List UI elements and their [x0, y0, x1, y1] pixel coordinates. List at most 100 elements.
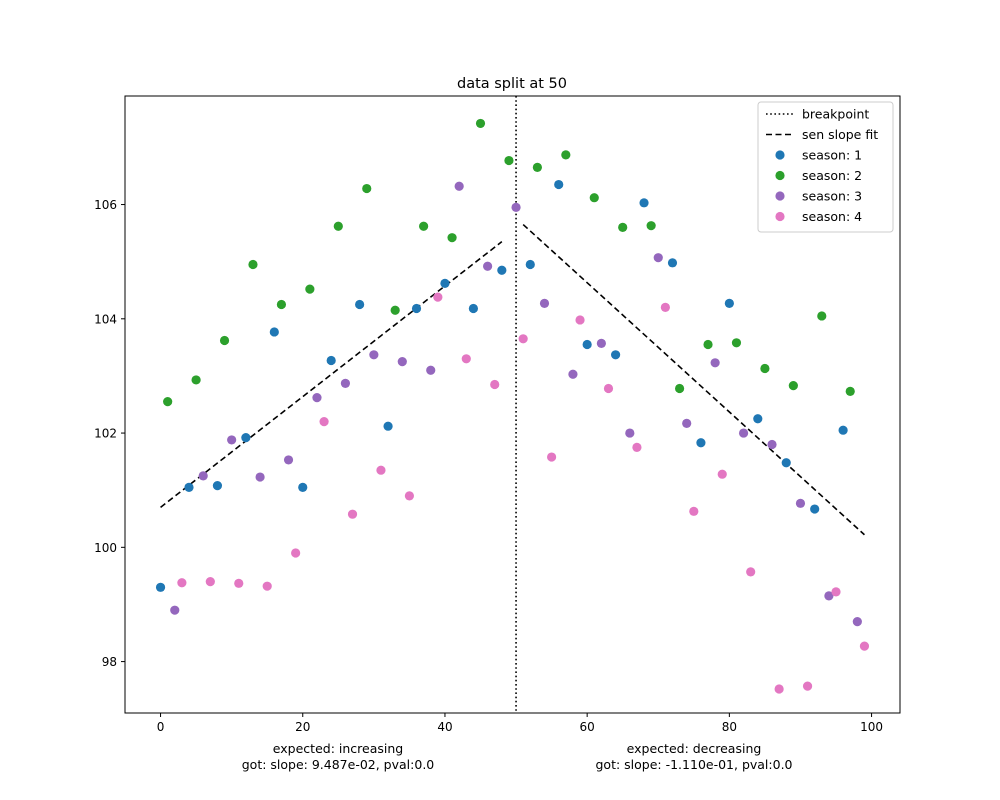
data-point	[283, 455, 294, 465]
data-point	[170, 605, 180, 615]
data-point	[177, 578, 187, 588]
data-point	[667, 258, 678, 268]
data-point	[269, 327, 279, 337]
data-point	[333, 221, 343, 231]
data-point	[475, 118, 486, 129]
legend-dot-swatch	[775, 211, 785, 222]
data-point	[347, 509, 358, 519]
data-point	[824, 591, 834, 601]
data-point	[674, 383, 685, 394]
data-point	[632, 442, 642, 452]
data-point	[603, 383, 614, 394]
data-point	[795, 498, 806, 508]
legend-box	[757, 101, 894, 233]
x-tick-label: 0	[157, 720, 165, 734]
x-tick-label: 100	[860, 720, 883, 734]
data-point	[312, 393, 322, 403]
data-point	[710, 358, 720, 368]
x-tick-label: 20	[295, 720, 310, 734]
data-point	[319, 417, 329, 427]
x-tick-label: 80	[722, 720, 737, 734]
sen-slope-fit-line	[160, 241, 503, 508]
legend-label: season: 4	[802, 209, 862, 224]
y-tick-label: 98	[102, 655, 117, 669]
data-point	[454, 181, 464, 191]
data-point	[582, 339, 592, 350]
data-point	[660, 302, 670, 312]
data-point	[646, 221, 656, 231]
data-point	[774, 684, 784, 694]
data-point	[781, 458, 791, 468]
data-point	[525, 259, 535, 270]
data-point	[618, 222, 628, 232]
data-point	[205, 577, 215, 587]
data-point	[411, 303, 422, 314]
data-point	[198, 471, 208, 481]
data-point	[845, 386, 855, 396]
data-point	[461, 354, 471, 364]
data-point	[838, 425, 848, 435]
data-point	[703, 339, 713, 350]
data-point	[262, 581, 272, 591]
y-tick-label: 106	[94, 198, 117, 212]
data-point	[596, 338, 606, 348]
data-point	[653, 253, 663, 263]
data-point	[746, 567, 756, 577]
data-point	[767, 439, 777, 450]
legend: breakpoint sen slope fit season: 1 season: …	[757, 101, 894, 233]
legend-label: season: 1	[802, 148, 862, 163]
data-point	[219, 335, 230, 346]
data-point	[191, 375, 201, 385]
data-point	[561, 150, 571, 160]
data-point	[155, 582, 166, 592]
data-point	[163, 397, 173, 407]
data-point	[738, 428, 749, 438]
data-point	[404, 491, 415, 501]
annotation-right-line1: expected: decreasing	[626, 741, 762, 756]
annotation-left-line2: got: slope: 9.487e-02, pval:0.0	[241, 757, 435, 772]
data-point	[568, 369, 578, 379]
data-point	[490, 379, 500, 390]
data-point	[731, 338, 742, 348]
data-point	[810, 504, 820, 514]
legend-label: breakpoint	[802, 107, 869, 122]
data-point	[831, 587, 841, 597]
data-point	[305, 284, 315, 294]
data-point	[504, 155, 514, 166]
data-point	[397, 357, 407, 367]
data-point	[852, 616, 862, 627]
data-point	[419, 221, 429, 231]
data-point	[696, 438, 706, 448]
data-point	[547, 452, 557, 462]
data-point	[483, 261, 493, 271]
data-point	[340, 378, 351, 388]
data-point	[276, 299, 287, 310]
annotation-left: expected: increasing got: slope: 9.487e-…	[178, 741, 498, 773]
data-point	[610, 350, 621, 360]
legend-dot-swatch	[775, 170, 785, 181]
data-point	[589, 193, 599, 203]
y-tick-label: 100	[94, 541, 117, 555]
data-point	[532, 162, 542, 173]
data-point	[248, 259, 258, 270]
data-point	[802, 681, 813, 691]
data-point	[760, 363, 770, 374]
plot-area: 0 20 40 60 80 100 98 100 102 104 106	[94, 95, 901, 734]
data-point	[433, 292, 443, 302]
data-point	[539, 298, 550, 308]
y-tick-label: 102	[94, 427, 117, 441]
legend-label: season: 3	[802, 189, 862, 204]
data-point	[753, 414, 763, 424]
data-point	[639, 198, 649, 208]
data-point	[291, 548, 301, 558]
annotation-left-line1: expected: increasing	[272, 741, 404, 756]
data-point	[625, 428, 635, 438]
x-tick-label: 60	[580, 720, 595, 734]
data-point	[689, 506, 699, 516]
data-point	[518, 334, 528, 344]
data-point	[682, 418, 692, 428]
data-point	[788, 381, 798, 391]
data-point	[184, 482, 194, 492]
data-point	[376, 465, 386, 475]
